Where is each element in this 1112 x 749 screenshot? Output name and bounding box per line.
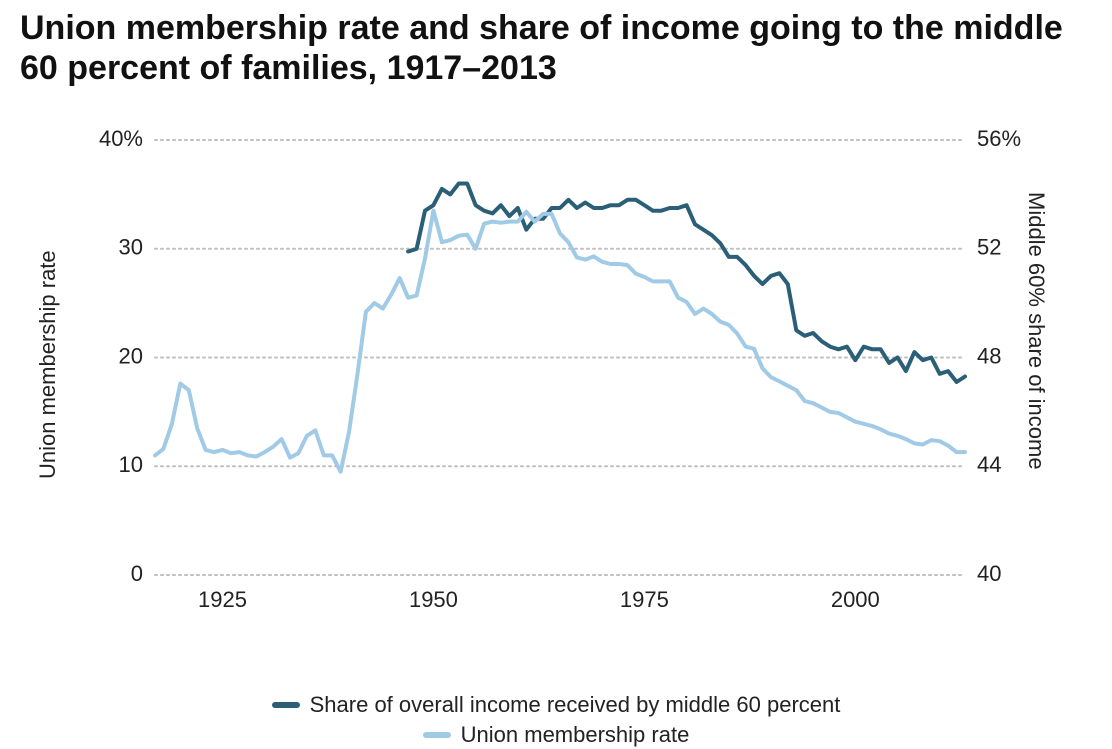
y-right-tick-label: 48: [977, 343, 1001, 368]
y-left-tick-label: 20: [119, 343, 143, 368]
chart-title: Union membership rate and share of incom…: [20, 8, 1092, 88]
chart-area: 0 10 20 30 40% 40 44 48 52 56% 1925 1950 1975 2000 Un…: [0, 120, 1112, 680]
y-right-tick-label: 56%: [977, 126, 1021, 151]
chart-svg: 0 10 20 30 40% 40 44 48 52 56% 1925 1950 1975 2000: [0, 120, 1112, 680]
y-right-tick-label: 52: [977, 235, 1001, 260]
page: Union membership rate and share of incom…: [0, 0, 1112, 749]
y-left-tick-label: 40%: [99, 126, 143, 151]
x-tick-label: 1925: [198, 587, 247, 612]
legend-swatch-middle60: [272, 702, 300, 708]
legend-swatch-union: [423, 732, 451, 738]
series-union_rate: [155, 211, 965, 472]
y-left-axis-title: Union membership rate: [35, 251, 61, 480]
y-right-axis-title: Middle 60% share of income: [1023, 192, 1049, 470]
legend-label-union: Union membership rate: [461, 722, 690, 748]
legend-label-middle60: Share of overall income received by midd…: [310, 692, 841, 718]
x-tick-label: 1975: [620, 587, 669, 612]
x-tick-label: 2000: [831, 587, 880, 612]
y-left-tick-label: 30: [119, 235, 143, 260]
y-left-tick-label: 0: [131, 561, 143, 586]
series-middle60_share: [408, 184, 965, 383]
y-right-tick-label: 44: [977, 452, 1001, 477]
y-right-tick-label: 40: [977, 561, 1001, 586]
legend-item-union: Union membership rate: [423, 722, 690, 748]
legend: Share of overall income received by midd…: [0, 688, 1112, 748]
y-left-tick-label: 10: [119, 452, 143, 477]
x-tick-label: 1950: [409, 587, 458, 612]
legend-item-middle60: Share of overall income received by midd…: [272, 692, 841, 718]
